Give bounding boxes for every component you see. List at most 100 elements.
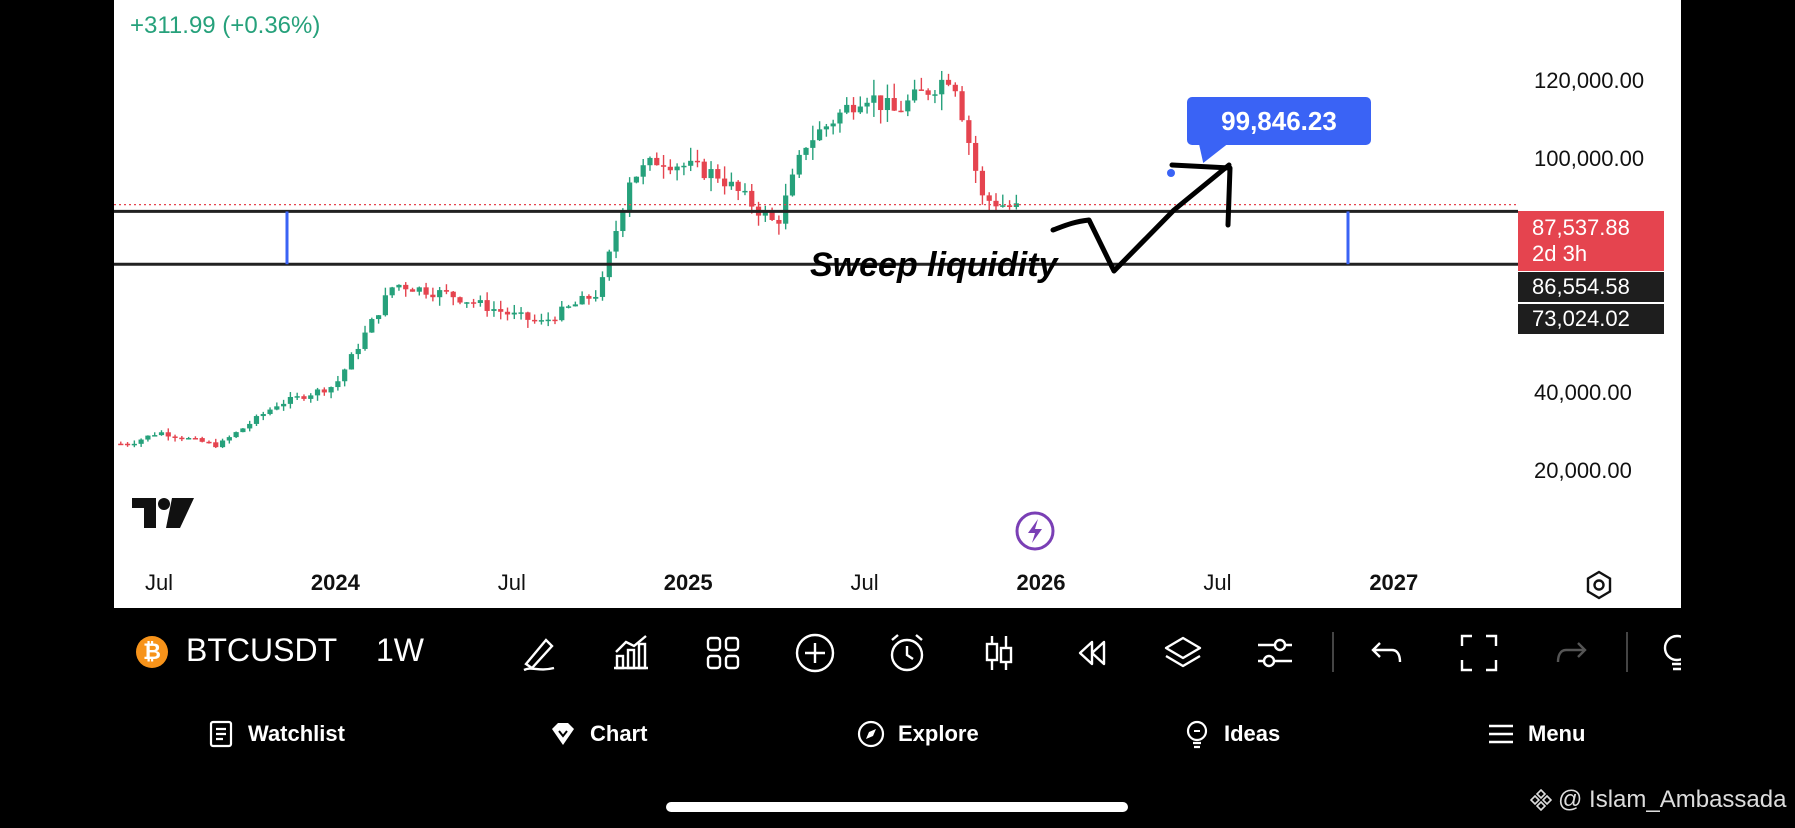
candle-body bbox=[206, 441, 212, 444]
candle-body bbox=[722, 178, 728, 187]
candle-body bbox=[240, 428, 246, 433]
candle-body bbox=[199, 438, 205, 442]
candle-body bbox=[172, 436, 178, 438]
candle-body bbox=[281, 403, 287, 407]
candle-body bbox=[871, 95, 877, 103]
candle-body bbox=[226, 437, 232, 441]
y-tick-label: 120,000.00 bbox=[1534, 68, 1645, 93]
x-tick-label: Jul bbox=[850, 570, 879, 595]
candle-body bbox=[973, 142, 979, 171]
chart-panel[interactable]: +311.99 (+0.36%) 120,000.00100,000.0060,… bbox=[114, 0, 1681, 608]
candle-body bbox=[593, 296, 599, 299]
y-tick-label: 20,000.00 bbox=[1534, 458, 1632, 483]
candle-body bbox=[694, 160, 701, 163]
candle-body bbox=[559, 306, 565, 321]
candle-body bbox=[952, 84, 958, 92]
nav-label: Ideas bbox=[1224, 721, 1281, 746]
bitcoin-icon[interactable]: ₿ bbox=[136, 636, 168, 668]
candle-body bbox=[986, 195, 992, 201]
layouts-icon[interactable] bbox=[700, 630, 746, 676]
x-tick-label: 2026 bbox=[1016, 570, 1066, 595]
candle-body bbox=[830, 123, 836, 127]
candle-body bbox=[749, 190, 755, 207]
candle-body bbox=[511, 312, 517, 315]
watermark-text: @ Islam_Ambassada bbox=[1558, 786, 1787, 813]
candle-body bbox=[728, 181, 734, 187]
candle-body bbox=[803, 147, 809, 155]
candle-body bbox=[158, 432, 165, 436]
candle-body bbox=[498, 309, 504, 312]
candle-body bbox=[701, 161, 707, 179]
settings-sliders-icon[interactable] bbox=[1252, 630, 1298, 676]
candle-body bbox=[375, 315, 382, 320]
alert-icon[interactable] bbox=[884, 630, 930, 676]
candle-body bbox=[762, 212, 768, 216]
add-icon[interactable] bbox=[792, 630, 838, 676]
candle-body bbox=[186, 438, 192, 440]
candle-body bbox=[565, 306, 572, 308]
candle-body bbox=[308, 395, 314, 399]
target-price-callout[interactable]: 99,846.23 bbox=[1187, 97, 1371, 145]
settings-icon[interactable] bbox=[1584, 570, 1614, 600]
ideas-bulb-icon[interactable] bbox=[1654, 630, 1681, 676]
x-tick-label: Jul bbox=[144, 570, 174, 595]
nav-ideas[interactable]: Ideas bbox=[1182, 714, 1280, 754]
home-indicator[interactable] bbox=[666, 802, 1128, 812]
compass-icon bbox=[857, 720, 885, 748]
candle-body bbox=[688, 160, 694, 166]
projection-arrowhead bbox=[1169, 162, 1233, 228]
nav-label: Chart bbox=[590, 721, 648, 746]
sweep-liquidity-annotation[interactable]: Sweep liquidity bbox=[810, 246, 1058, 284]
indicators-icon[interactable] bbox=[608, 630, 654, 676]
pencil-icon[interactable] bbox=[516, 630, 562, 676]
candle-body bbox=[335, 381, 341, 388]
x-tick-label: 2024 bbox=[310, 570, 360, 595]
candles-icon[interactable] bbox=[976, 630, 1022, 676]
candle-body bbox=[362, 332, 368, 349]
candle-body bbox=[118, 443, 124, 446]
nav-label: Watchlist bbox=[248, 721, 345, 746]
lightning-icon[interactable] bbox=[1014, 510, 1056, 552]
candle-body bbox=[409, 289, 416, 292]
nav-menu[interactable]: Menu bbox=[1486, 714, 1585, 754]
x-tick-label: 2027 bbox=[1369, 570, 1419, 595]
interval-button[interactable]: 1W bbox=[376, 632, 424, 668]
candle-body bbox=[247, 423, 253, 429]
candle-body bbox=[667, 166, 673, 171]
x-tick-label: Jul bbox=[1203, 570, 1232, 595]
redo-icon[interactable] bbox=[1548, 630, 1594, 676]
candle-body bbox=[932, 94, 938, 96]
replay-icon[interactable] bbox=[1068, 630, 1114, 676]
candle-body bbox=[348, 354, 355, 370]
candle-body bbox=[925, 90, 931, 95]
candle-body bbox=[355, 348, 361, 355]
nav-watchlist[interactable]: Watchlist bbox=[206, 714, 345, 754]
candle-body bbox=[389, 287, 395, 296]
nav-explore[interactable]: Explore bbox=[856, 714, 979, 754]
current-price-value: 87,537.88 bbox=[1532, 215, 1630, 240]
candlestick-chart[interactable] bbox=[114, 0, 1681, 608]
nav-label: Menu bbox=[1528, 721, 1586, 746]
layers-icon[interactable] bbox=[1160, 630, 1206, 676]
candle-body bbox=[633, 176, 640, 183]
candle-body bbox=[450, 291, 456, 298]
candle-body bbox=[769, 212, 775, 220]
symbol-button[interactable]: BTCUSDT bbox=[186, 632, 338, 668]
nav-chart[interactable]: Chart bbox=[548, 714, 647, 754]
candle-body bbox=[145, 435, 151, 440]
candle-body bbox=[477, 300, 483, 303]
candle-body bbox=[552, 319, 558, 322]
candle-body bbox=[945, 79, 952, 85]
fullscreen-icon[interactable] bbox=[1456, 630, 1502, 676]
toolbar-separator bbox=[1626, 632, 1628, 672]
undo-icon[interactable] bbox=[1364, 630, 1410, 676]
price-change-readout: +311.99 (+0.36%) bbox=[130, 12, 321, 39]
candle-body bbox=[878, 95, 884, 111]
candle-body bbox=[620, 210, 626, 232]
candle-body bbox=[715, 169, 721, 179]
level-lower-tag: 73,024.02 bbox=[1518, 304, 1664, 334]
candle-body bbox=[179, 437, 185, 440]
candle-body bbox=[382, 295, 388, 316]
candle-body bbox=[898, 110, 904, 113]
candle-body bbox=[816, 129, 823, 141]
